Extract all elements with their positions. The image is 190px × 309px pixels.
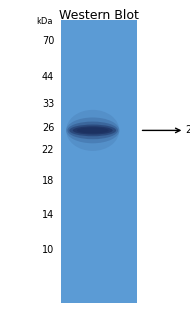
Text: 70: 70: [42, 36, 54, 46]
Text: kDa: kDa: [37, 17, 53, 26]
Text: 10: 10: [42, 245, 54, 255]
Ellipse shape: [67, 122, 118, 139]
Text: Western Blot: Western Blot: [59, 9, 139, 22]
Ellipse shape: [66, 110, 119, 151]
Text: 26: 26: [42, 123, 54, 133]
Text: 33: 33: [42, 99, 54, 109]
Text: 22: 22: [42, 145, 54, 155]
Text: 27kDa: 27kDa: [185, 125, 190, 135]
Text: 44: 44: [42, 72, 54, 82]
Ellipse shape: [69, 125, 116, 136]
Ellipse shape: [77, 128, 109, 133]
Ellipse shape: [73, 126, 113, 134]
Text: 14: 14: [42, 210, 54, 220]
Ellipse shape: [66, 117, 119, 143]
Text: 18: 18: [42, 176, 54, 186]
Bar: [61, 20, 137, 303]
